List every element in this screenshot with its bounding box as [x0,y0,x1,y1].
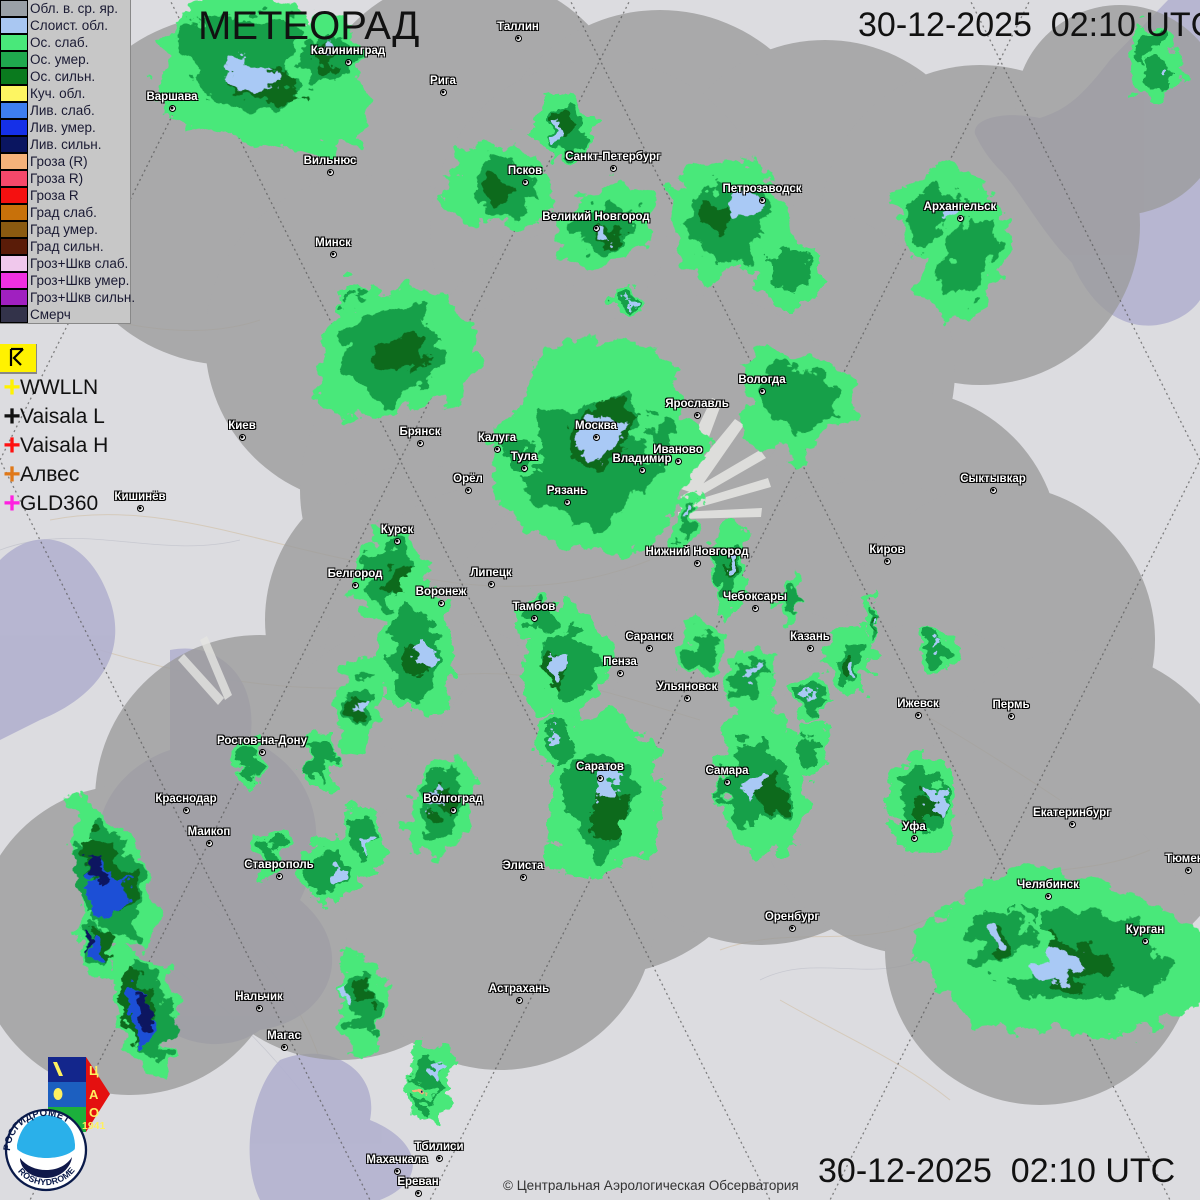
svg-text:А: А [89,1087,99,1102]
svg-text:1941: 1941 [82,1120,106,1132]
svg-text:О: О [89,1105,99,1120]
svg-text:Ц: Ц [89,1063,99,1078]
